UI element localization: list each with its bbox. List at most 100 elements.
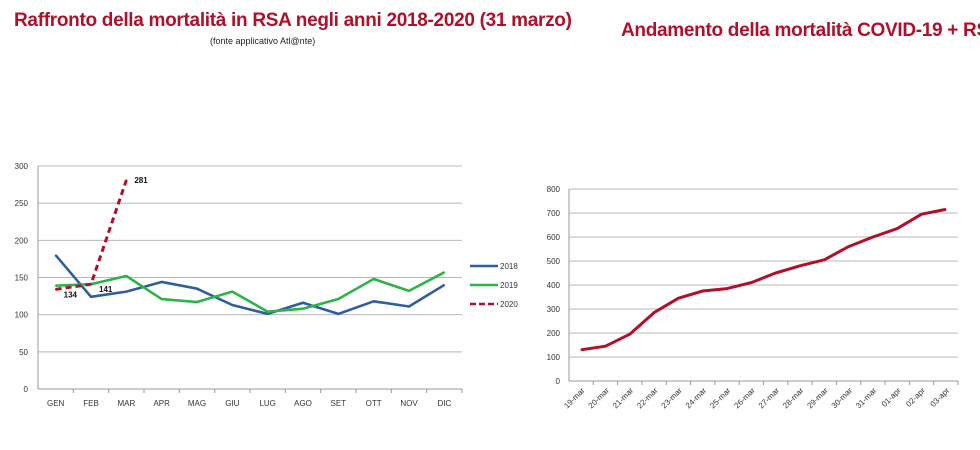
data-point-2019: [443, 271, 446, 274]
data-point-2018: [337, 313, 340, 315]
right-y-tick-label: 600: [547, 233, 561, 242]
right-x-tick-label: 31-mar: [854, 386, 879, 411]
data-point-covid-rsa: [920, 213, 923, 215]
data-point-2019: [266, 310, 269, 313]
data-point-covid-rsa: [750, 281, 753, 284]
right-x-tick-label: 27-mar: [757, 386, 782, 411]
right-x-tick-label: 03-apr: [929, 386, 952, 409]
left-y-tick-label: 200: [15, 236, 29, 245]
left-y-tick-label: 300: [15, 162, 29, 171]
left-y-tick-label: 100: [15, 311, 29, 320]
right-x-tick-label: 23-mar: [660, 386, 685, 411]
data-label-2020: 141: [99, 285, 113, 294]
data-point-2020: [125, 179, 128, 181]
left-y-tick-label: 50: [19, 348, 28, 357]
data-point-covid-rsa: [580, 349, 582, 351]
data-point-covid-rsa: [726, 287, 728, 290]
left-x-tick-label: NOV: [400, 399, 418, 408]
data-point-covid-rsa: [701, 290, 704, 292]
right-chart-title: Andamento della mortalità COVID-19 + RSA…: [621, 20, 980, 41]
data-point-2018: [90, 296, 92, 298]
right-x-tick-label: 02-apr: [904, 386, 927, 409]
data-point-2019: [54, 284, 57, 287]
right-y-tick-label: 500: [547, 257, 561, 266]
data-point-covid-rsa: [872, 236, 874, 238]
data-point-covid-rsa: [823, 259, 826, 261]
data-point-2019: [125, 275, 128, 277]
data-point-2019: [372, 278, 375, 280]
right-x-tick-label: 20-mar: [587, 386, 612, 411]
data-point-2018: [231, 304, 234, 306]
right-y-tick-label: 400: [547, 281, 561, 290]
right-x-tick-label: 01-apr: [880, 386, 903, 409]
left-x-tick-label: OTT: [366, 399, 382, 408]
data-point-covid-rsa: [677, 297, 680, 300]
right-x-tick-label: 25-mar: [708, 386, 733, 411]
data-point-2020: [90, 283, 92, 285]
right-x-tick-label: 21-mar: [611, 386, 636, 411]
legend-label-2020: 2020: [500, 300, 518, 309]
data-point-2020: [54, 288, 57, 291]
data-point-covid-rsa: [945, 208, 947, 211]
left-x-tick-label: MAR: [117, 399, 135, 408]
data-label-2020: 134: [64, 290, 78, 299]
left-x-tick-label: AGO: [294, 399, 312, 408]
data-point-covid-rsa: [628, 333, 631, 336]
left-y-tick-label: 0: [24, 385, 29, 394]
series-line-2019: [55, 271, 445, 313]
left-y-tick-label: 150: [15, 274, 29, 283]
left-x-tick-label: SET: [331, 399, 347, 408]
right-x-tick-label: 30-mar: [830, 386, 855, 411]
data-point-2018: [443, 284, 446, 286]
series-line-2018: [54, 254, 446, 316]
data-point-covid-rsa: [653, 311, 655, 314]
right-y-tick-label: 300: [547, 305, 561, 314]
data-point-2018: [125, 290, 128, 293]
left-x-tick-label: APR: [153, 399, 170, 408]
legend-label-2018: 2018: [500, 262, 518, 271]
data-point-covid-rsa: [799, 265, 801, 267]
data-point-covid-rsa: [774, 272, 777, 274]
left-chart-title: Raffronto della mortalità in RSA negli a…: [14, 10, 572, 31]
data-point-2019: [231, 290, 234, 293]
right-y-tick-label: 800: [547, 185, 561, 194]
data-point-2019: [302, 307, 304, 310]
right-x-tick-label: 26-mar: [732, 386, 757, 411]
right-x-tick-label: 24-mar: [684, 386, 709, 411]
right-x-tick-label: 29-mar: [805, 386, 830, 411]
right-x-tick-label: 19-mar: [562, 386, 587, 411]
right-x-tick-label: 28-mar: [781, 386, 806, 411]
data-point-2019: [196, 301, 198, 303]
right-y-tick-label: 200: [547, 329, 561, 338]
data-point-2018: [266, 313, 269, 315]
series-line-covid-rsa: [580, 207, 947, 352]
right-x-tick-label: 22-mar: [635, 386, 660, 411]
data-point-2019: [408, 290, 410, 292]
data-point-2018: [54, 254, 57, 256]
data-point-2018: [160, 281, 163, 283]
data-point-2018: [196, 287, 198, 290]
legend-label-2019: 2019: [500, 281, 518, 290]
left-x-tick-label: LUG: [259, 399, 275, 408]
data-point-2018: [408, 305, 410, 308]
data-point-covid-rsa: [896, 227, 899, 230]
left-x-tick-label: FEB: [83, 399, 99, 408]
right-y-tick-label: 100: [547, 353, 561, 362]
data-point-covid-rsa: [847, 245, 850, 248]
series-line-2020: [55, 179, 128, 291]
data-point-2019: [160, 298, 163, 300]
data-point-2018: [372, 300, 375, 303]
left-chart-source: (fonte applicativo Atl@nte): [210, 36, 316, 46]
right-y-tick-label: 0: [556, 377, 561, 386]
left-x-tick-label: GIU: [225, 399, 239, 408]
data-point-covid-rsa: [604, 345, 607, 348]
left-x-tick-label: DIC: [437, 399, 451, 408]
right-y-tick-label: 700: [547, 209, 561, 218]
data-label-2020: 281: [134, 176, 148, 185]
data-point-2018: [302, 301, 304, 304]
data-point-2019: [337, 298, 340, 300]
left-x-tick-label: MAG: [188, 399, 206, 408]
left-y-tick-label: 250: [15, 199, 29, 208]
left-x-tick-label: GEN: [47, 399, 65, 408]
